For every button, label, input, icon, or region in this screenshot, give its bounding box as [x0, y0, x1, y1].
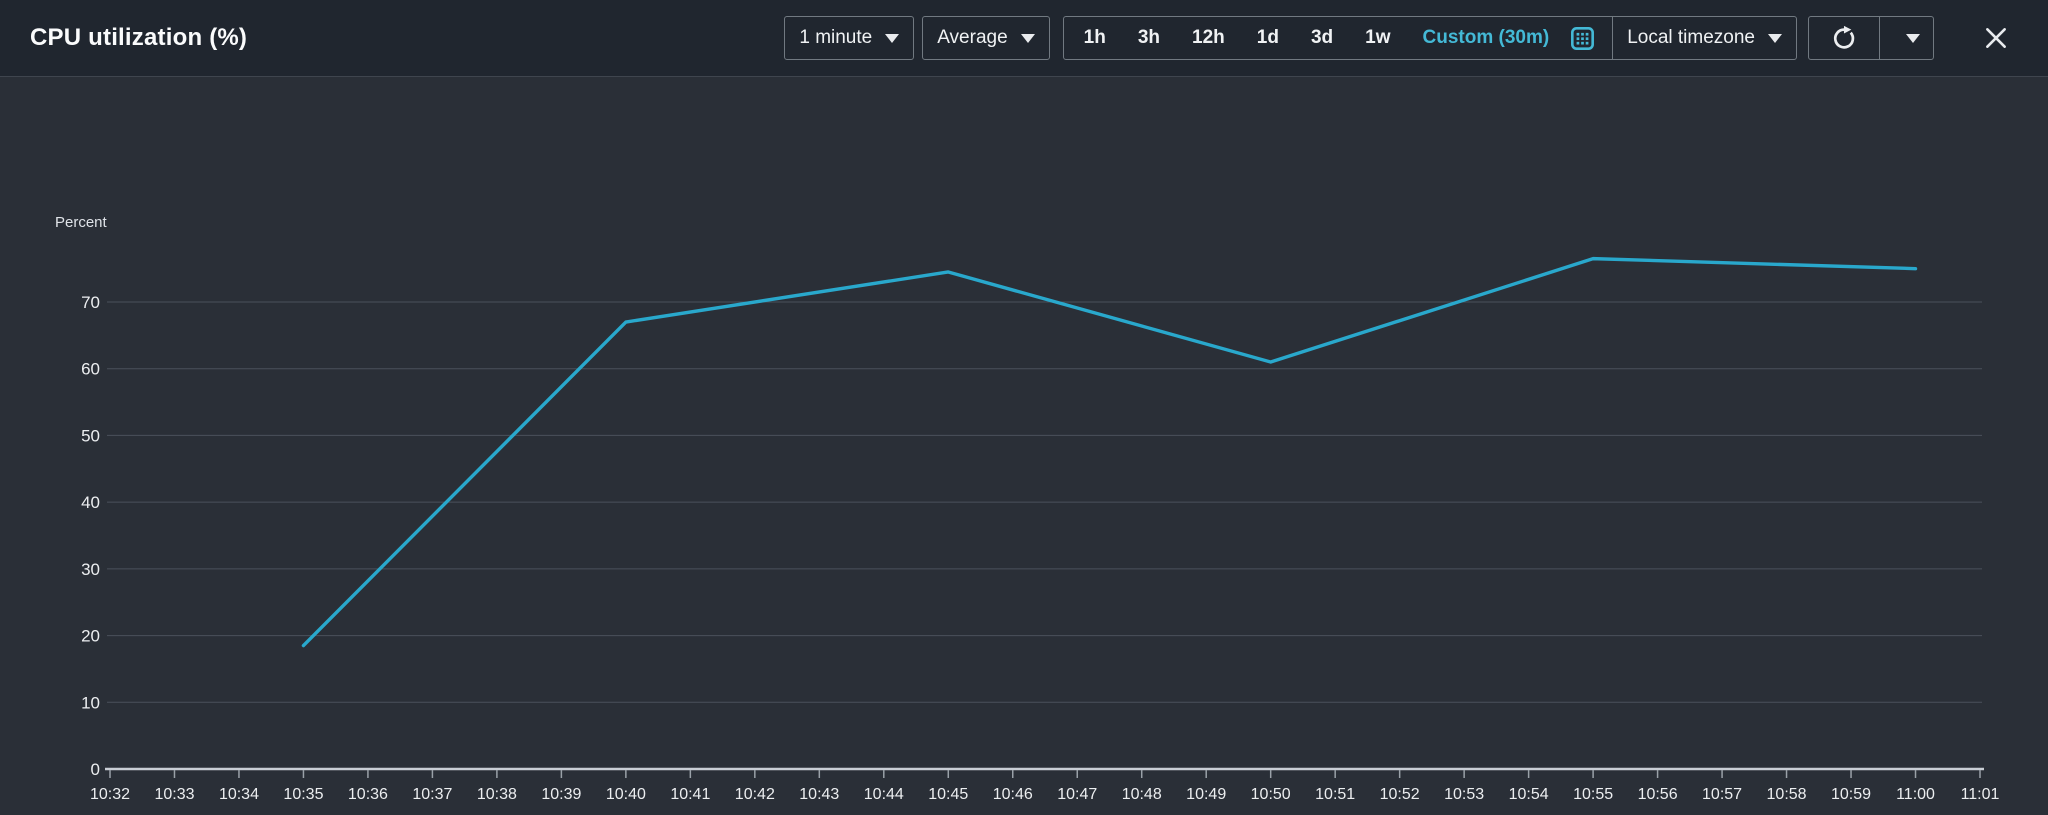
svg-text:20: 20: [81, 627, 100, 646]
range-1d[interactable]: 1d: [1241, 17, 1295, 59]
range-1h[interactable]: 1h: [1068, 17, 1122, 59]
svg-text:10:41: 10:41: [670, 786, 710, 803]
svg-text:10:38: 10:38: [477, 786, 517, 803]
period-dropdown-label: 1 minute: [799, 27, 873, 48]
close-button[interactable]: [1974, 16, 2018, 60]
svg-text:10:49: 10:49: [1186, 786, 1226, 803]
svg-text:10:39: 10:39: [541, 786, 581, 803]
svg-text:10:40: 10:40: [606, 786, 646, 803]
widget-header: CPU utilization (%) 1 minute Average 1h …: [0, 0, 2048, 77]
svg-text:10:36: 10:36: [348, 786, 388, 803]
time-range-group: 1h 3h 12h 1d 3d 1w Custom (30m): [1062, 16, 1614, 60]
svg-text:0: 0: [91, 760, 100, 779]
range-3d[interactable]: 3d: [1295, 17, 1349, 59]
calendar-button[interactable]: [1565, 17, 1608, 59]
refresh-options-dropdown[interactable]: [1879, 16, 1934, 60]
statistic-dropdown[interactable]: Average: [922, 16, 1050, 60]
timezone-dropdown[interactable]: Local timezone: [1612, 16, 1797, 60]
refresh-split-button: [1808, 16, 1934, 60]
svg-text:10: 10: [81, 693, 100, 712]
svg-text:10:56: 10:56: [1638, 786, 1678, 803]
svg-text:10:44: 10:44: [864, 786, 904, 803]
close-icon: [1986, 28, 2006, 48]
svg-text:10:33: 10:33: [154, 786, 194, 803]
chevron-down-icon: [1906, 33, 1920, 43]
svg-text:10:48: 10:48: [1122, 786, 1162, 803]
custom-range-button[interactable]: Custom (30m): [1407, 17, 1566, 59]
svg-text:11:01: 11:01: [1961, 786, 2000, 803]
svg-text:10:32: 10:32: [90, 786, 130, 803]
svg-text:10:34: 10:34: [219, 786, 259, 803]
svg-text:10:35: 10:35: [283, 786, 323, 803]
svg-text:10:53: 10:53: [1444, 786, 1484, 803]
svg-text:Percent: Percent: [55, 214, 108, 231]
svg-text:11:00: 11:00: [1896, 786, 1935, 803]
refresh-button[interactable]: [1808, 16, 1880, 60]
svg-text:10:47: 10:47: [1057, 786, 1097, 803]
period-dropdown[interactable]: 1 minute: [784, 16, 915, 60]
svg-text:50: 50: [81, 426, 100, 445]
chevron-down-icon: [885, 33, 900, 43]
svg-text:10:37: 10:37: [412, 786, 452, 803]
refresh-icon: [1833, 25, 1854, 49]
svg-text:10:45: 10:45: [928, 786, 968, 803]
svg-text:40: 40: [81, 493, 100, 512]
range-1w[interactable]: 1w: [1349, 17, 1406, 59]
timezone-dropdown-label: Local timezone: [1627, 27, 1755, 48]
svg-text:10:59: 10:59: [1831, 786, 1871, 803]
svg-text:10:54: 10:54: [1509, 786, 1549, 803]
svg-text:10:43: 10:43: [799, 786, 839, 803]
calendar-icon: [1571, 26, 1595, 50]
chevron-down-icon: [1020, 33, 1035, 43]
chevron-down-icon: [1768, 33, 1782, 43]
widget-title: CPU utilization (%): [30, 24, 248, 51]
svg-text:70: 70: [81, 293, 100, 312]
line-chart-canvas: 0 10 20 30 40 50 60 70 Percent 10:32 10:33 10:34 10:…: [55, 214, 2000, 803]
svg-text:10:52: 10:52: [1380, 786, 1420, 803]
svg-text:10:46: 10:46: [993, 786, 1033, 803]
svg-text:10:42: 10:42: [735, 786, 775, 803]
svg-text:10:50: 10:50: [1251, 786, 1291, 803]
svg-text:60: 60: [81, 360, 100, 379]
statistic-dropdown-label: Average: [937, 27, 1008, 48]
svg-text:10:58: 10:58: [1767, 786, 1807, 803]
svg-text:10:57: 10:57: [1702, 786, 1742, 803]
range-12h[interactable]: 12h: [1176, 17, 1241, 59]
svg-text:10:51: 10:51: [1315, 786, 1355, 803]
svg-text:10:55: 10:55: [1573, 786, 1613, 803]
cpu-chart[interactable]: 0 10 20 30 40 50 60 70 Percent 10:32 10:33 10:34 10:…: [0, 77, 2048, 815]
header-controls: 1 minute Average 1h 3h 12h 1d 3d 1w Cust…: [784, 16, 2018, 60]
range-3h[interactable]: 3h: [1122, 17, 1176, 59]
svg-text:30: 30: [81, 560, 100, 579]
